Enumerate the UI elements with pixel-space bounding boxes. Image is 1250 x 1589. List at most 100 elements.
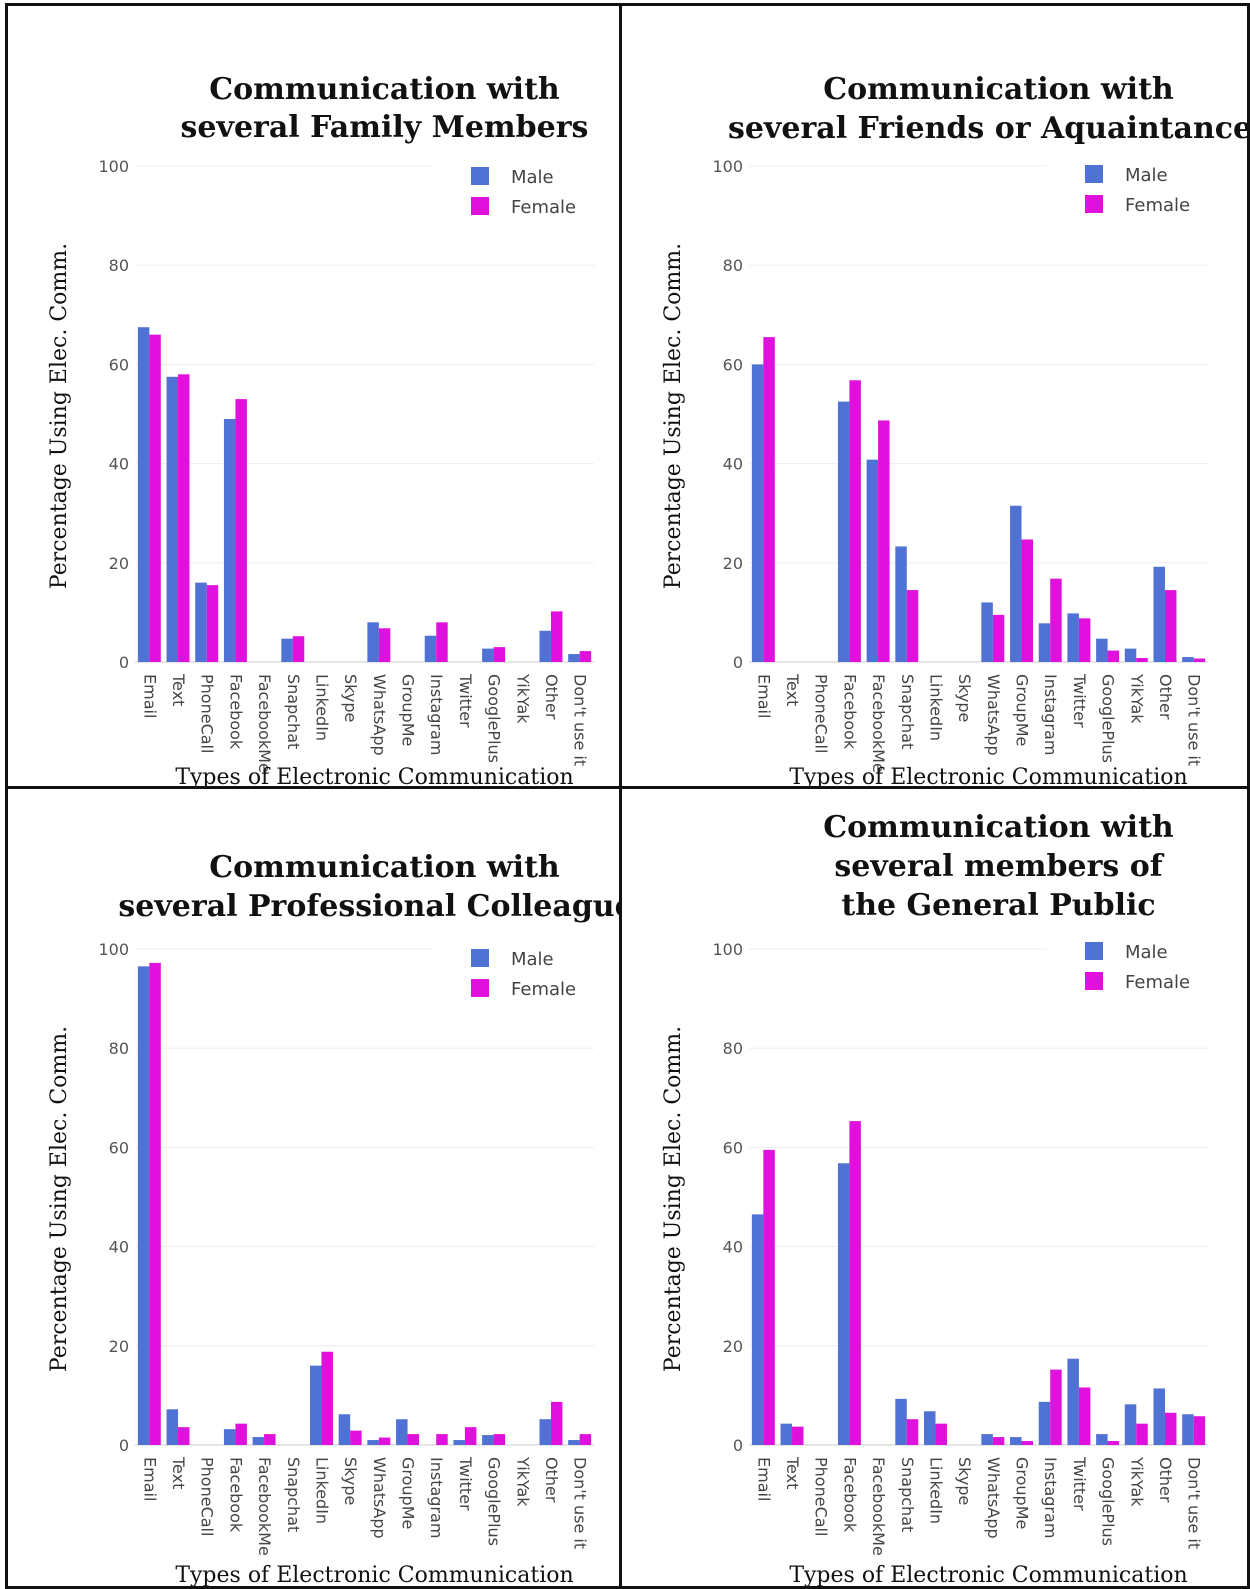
category-label: Facebook — [226, 674, 245, 750]
category-label: FacebookMe — [255, 1457, 274, 1556]
bar-female — [992, 614, 1005, 662]
category-label: Don't use it — [571, 1457, 590, 1549]
y-tick-label: 40 — [109, 1238, 129, 1257]
category-label: Text — [783, 1456, 802, 1489]
y-tick-label: 80 — [109, 1039, 129, 1058]
bar-female — [464, 1427, 477, 1445]
bar-female — [906, 1419, 919, 1445]
category-label: Don't use it — [1185, 1457, 1204, 1549]
category-label: GroupMe — [399, 1457, 418, 1529]
legend-box — [433, 939, 598, 1009]
y-tick-label: 100 — [712, 940, 743, 959]
y-tick-label: 40 — [723, 455, 743, 474]
bar-female — [321, 1351, 333, 1445]
category-label: Instagram — [1041, 674, 1060, 755]
bar-female — [792, 1426, 804, 1445]
legend-swatch-female — [471, 197, 489, 215]
category-label: Twitter — [1070, 1456, 1089, 1511]
category-label: FacebookMe — [869, 674, 888, 773]
x-axis-title: Types of Electronic Communication — [789, 1563, 1187, 1588]
category-label: Twitter — [456, 673, 475, 728]
bar-male — [1096, 1434, 1108, 1445]
bar-female — [436, 1434, 448, 1445]
category-label: GroupMe — [1013, 674, 1032, 746]
bar-male — [482, 1435, 494, 1445]
bar-male — [539, 1419, 551, 1445]
category-label: Email — [754, 1457, 773, 1501]
bar-female — [1078, 1387, 1091, 1445]
legend-swatch-male — [1085, 942, 1103, 960]
bar-female — [149, 962, 161, 1445]
category-label: Email — [140, 674, 159, 718]
category-label: Twitter — [456, 1456, 475, 1511]
legend-swatch-male — [1085, 165, 1103, 183]
y-tick-label: 60 — [723, 1138, 743, 1157]
bar-female — [550, 611, 563, 662]
bar-female — [878, 420, 890, 662]
bar-female — [436, 622, 448, 662]
bar-female — [763, 337, 775, 662]
category-label: GooglePlus — [1099, 674, 1118, 763]
bar-male — [424, 635, 437, 662]
bar-female — [292, 636, 305, 662]
category-label: Skype — [341, 1457, 360, 1505]
bar-male — [751, 1214, 764, 1445]
category-label: YikYak — [1127, 1456, 1146, 1507]
legend-label-male: Male — [1125, 165, 1168, 186]
bar-female — [493, 1434, 506, 1445]
category-label: GooglePlus — [485, 1457, 504, 1546]
legend: Male Female — [433, 157, 598, 227]
bar-male — [1182, 1414, 1194, 1445]
y-tick-label: 60 — [109, 355, 129, 374]
bar-male — [780, 1423, 793, 1445]
y-tick-label: 80 — [723, 1039, 743, 1058]
y-tick-label: 0 — [733, 653, 743, 672]
bar-male — [166, 1409, 179, 1445]
category-label: Other — [542, 674, 561, 720]
legend-label-male: Male — [1125, 942, 1168, 963]
legend-label-female: Female — [1125, 195, 1190, 216]
y-tick-label: 100 — [712, 157, 743, 176]
bar-male — [866, 459, 879, 662]
bar-female — [579, 651, 592, 662]
legend-label-male: Male — [511, 949, 554, 970]
category-label: LinkedIn — [926, 1457, 945, 1524]
legend-label-male: Male — [511, 167, 554, 188]
category-label: Instagram — [1041, 1457, 1060, 1538]
chart-title: Communication with — [209, 850, 560, 885]
bar-male — [539, 630, 551, 662]
category-label: FacebookMe — [869, 1457, 888, 1556]
category-label: Snapchat — [898, 674, 917, 749]
bar-female — [378, 628, 391, 662]
bar-female — [992, 1437, 1005, 1445]
category-label: LinkedIn — [312, 1457, 331, 1524]
category-label: Twitter — [1070, 673, 1089, 728]
y-tick-label: 20 — [723, 554, 743, 573]
category-label: Snapchat — [284, 674, 303, 749]
category-label: Email — [140, 1457, 159, 1501]
y-axis-title: Percentage Using Elec. Comm. — [47, 243, 72, 589]
bar-male — [1153, 566, 1165, 662]
category-label: LinkedIn — [312, 674, 331, 741]
bar-male — [137, 966, 150, 1445]
category-label: WhatsApp — [984, 1457, 1003, 1539]
bar-female — [1193, 1416, 1206, 1445]
bar-male — [166, 376, 179, 662]
category-label: Instagram — [427, 674, 446, 755]
bar-male — [1153, 1388, 1165, 1445]
legend-swatch-male — [471, 167, 489, 185]
bar-male — [223, 418, 236, 662]
category-label: Other — [1156, 674, 1175, 720]
chart-title: Communication with — [823, 810, 1174, 845]
category-label: Other — [542, 1457, 561, 1503]
category-label: Don't use it — [1185, 674, 1204, 766]
bar-male — [837, 1163, 850, 1445]
category-label: Text — [169, 673, 188, 706]
bar-male — [137, 327, 150, 662]
bar-male — [837, 401, 850, 662]
x-axis-title: Types of Electronic Communication — [175, 1563, 573, 1588]
bar-male — [1124, 1404, 1137, 1445]
bar-female — [1136, 1423, 1148, 1445]
